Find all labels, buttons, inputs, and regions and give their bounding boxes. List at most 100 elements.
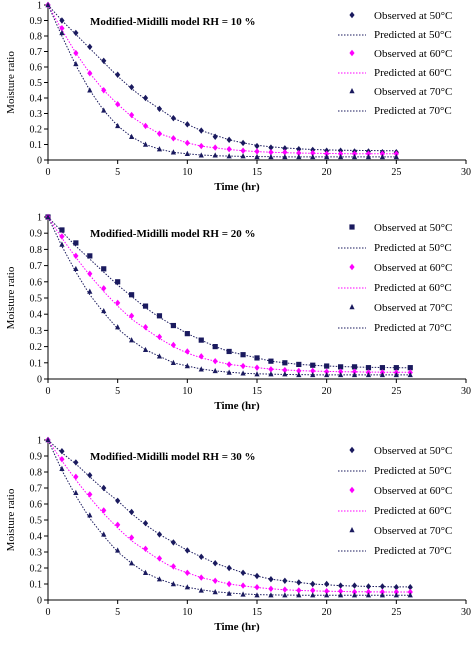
observed-point	[310, 592, 316, 598]
y-tick-label: 0.9	[30, 229, 43, 240]
legend-entry-label: Observed at 70°C	[374, 86, 452, 98]
observed-point	[156, 333, 163, 341]
legend-marker-swatch	[349, 88, 355, 94]
x-tick-label: 30	[461, 386, 471, 397]
x-axis-title: Time (hr)	[214, 400, 260, 412]
x-tick-label: 10	[182, 607, 192, 618]
y-tick-label: 0.3	[30, 548, 43, 559]
legend-marker-swatch	[349, 446, 355, 454]
observed-point	[268, 144, 274, 151]
observed-point	[407, 584, 413, 591]
legend-entry-label: Predicted at 70°C	[374, 105, 452, 117]
y-tick-label: 0.2	[30, 342, 43, 353]
x-tick-label: 15	[252, 607, 262, 618]
observed-point	[226, 369, 232, 375]
observed-point	[101, 107, 107, 113]
legend-entry-label: Predicted at 50°C	[374, 242, 452, 254]
observed-point	[87, 288, 93, 294]
legend-marker-swatch	[349, 224, 355, 230]
series-predicted-2	[47, 216, 411, 369]
y-tick-label: 0.5	[30, 78, 43, 89]
series-predicted-4	[47, 439, 411, 593]
y-axis-title: Moisture ratio	[5, 266, 17, 329]
y-axis-title: Moisture ratio	[5, 488, 17, 551]
observed-point	[156, 313, 163, 319]
observed-point	[142, 94, 149, 102]
predicted-curve	[47, 216, 411, 373]
observed-point	[156, 531, 163, 538]
y-tick-label: 1	[37, 213, 42, 224]
observed-point	[254, 148, 260, 155]
y-tick-label: 0.5	[30, 294, 43, 305]
legend-marker-swatch	[349, 304, 355, 310]
observed-point	[73, 252, 79, 260]
y-tick-label: 0	[37, 375, 42, 386]
observed-point	[142, 520, 149, 527]
observed-point	[198, 337, 204, 343]
observed-point	[393, 584, 399, 591]
observed-point	[338, 150, 344, 157]
x-tick-label: 0	[46, 607, 51, 618]
x-tick-label: 15	[252, 167, 262, 178]
legend-entry-label: Observed at 60°C	[374, 48, 452, 60]
observed-point	[59, 25, 65, 32]
observed-point	[198, 366, 204, 372]
observed-point	[198, 553, 204, 560]
observed-point	[115, 122, 121, 129]
observed-point	[115, 279, 121, 285]
chart-panel-2: 00.10.20.30.40.50.60.70.80.910 5 10 15 20 25 3…	[5, 213, 471, 413]
legend-entry-label: Predicted at 60°C	[374, 282, 452, 294]
observed-point	[129, 292, 135, 298]
chart-title: Modified-Midilli model RH = 10 %	[90, 16, 255, 28]
observed-point	[87, 253, 93, 259]
legend-entry-label: Observed at 50°C	[374, 222, 452, 234]
observed-point	[73, 29, 79, 37]
observed-point	[393, 150, 399, 157]
observed-point	[240, 352, 246, 358]
observed-point	[254, 142, 260, 150]
observed-point	[156, 105, 163, 113]
observed-point	[59, 233, 65, 240]
y-tick-label: 0.1	[30, 580, 43, 591]
observed-point	[156, 555, 163, 562]
x-tick-label: 20	[322, 607, 332, 618]
observed-point	[365, 365, 372, 371]
observed-point	[240, 569, 246, 576]
legend-entry-label: Predicted at 70°C	[374, 322, 452, 334]
observed-point	[212, 560, 218, 567]
observed-point	[87, 43, 93, 51]
y-tick-label: 0.7	[30, 47, 43, 58]
observed-point	[73, 489, 79, 495]
x-tick-label: 10	[182, 167, 192, 178]
observed-point	[351, 371, 358, 378]
predicted-curve	[47, 216, 411, 369]
observed-point	[254, 355, 260, 361]
observed-point	[198, 152, 204, 158]
observed-point	[101, 531, 107, 537]
y-tick-label: 0.4	[30, 94, 43, 105]
observed-point	[240, 153, 246, 159]
observed-point	[324, 363, 330, 369]
observed-point	[170, 581, 176, 587]
y-tick-label: 0.3	[30, 326, 43, 337]
observed-point	[142, 569, 149, 575]
observed-point	[184, 348, 190, 355]
y-tick-label: 0.6	[30, 500, 43, 511]
observed-point	[156, 130, 163, 137]
observed-point	[142, 303, 149, 309]
y-tick-label: 0.6	[30, 277, 43, 288]
observed-point	[184, 584, 190, 590]
observed-point	[282, 577, 288, 584]
observed-point	[338, 592, 344, 598]
observed-point	[87, 512, 93, 518]
observed-point	[170, 135, 176, 142]
observed-point	[282, 153, 288, 160]
observed-point	[310, 587, 316, 594]
observed-point	[115, 497, 121, 504]
chart-panel-1: 00.10.20.30.40.50.60.70.80.910 5 10 15 20 25 3…	[5, 1, 471, 194]
legend-entry-label: Observed at 50°C	[374, 445, 452, 457]
y-axis-title: Moisture ratio	[5, 51, 17, 114]
legend-marker-swatch	[349, 527, 355, 533]
legend-marker-swatch	[349, 263, 355, 271]
